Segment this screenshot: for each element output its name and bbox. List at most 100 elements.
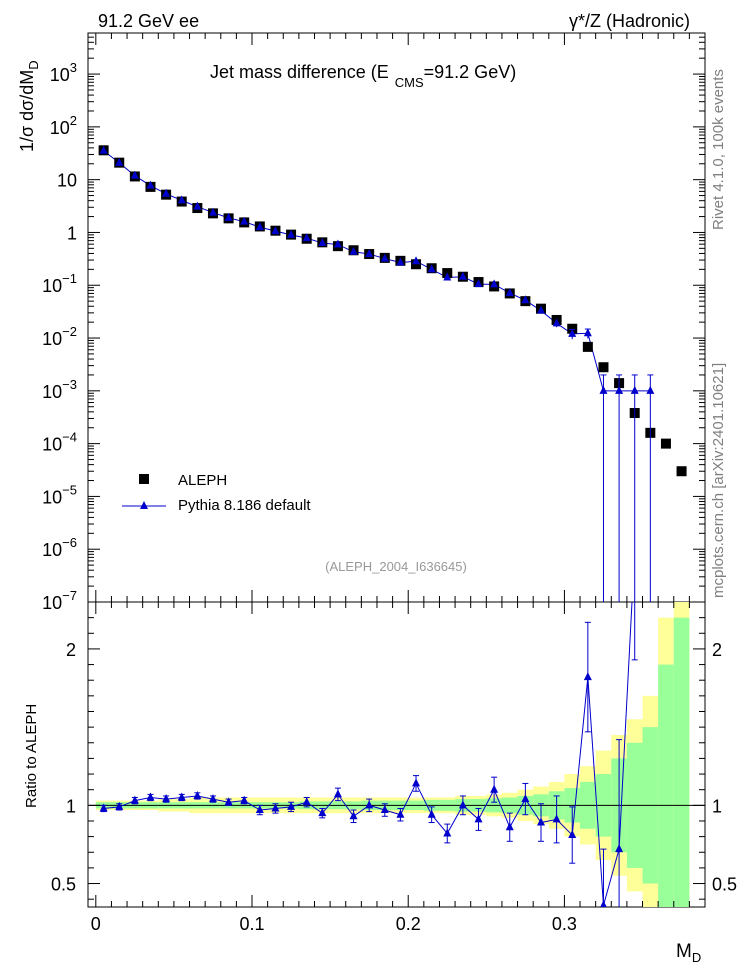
pythia-point [630,385,639,394]
pythia-point [505,288,514,297]
xlabel-sub: D [692,950,701,965]
ratio-point [412,778,421,787]
legend-pythia-label: Pythia 8.186 default [178,497,311,514]
stat-band [673,617,690,907]
upper-y-tick-label: 10−4 [42,430,77,455]
pythia-point [349,246,358,255]
ratio-point [224,797,233,806]
upper-y-tick-mantissa: 10 [42,382,62,402]
upper-ylabel-main: 1/σ dσ/dM [17,70,37,152]
pythia-point [396,257,405,266]
upper-y-tick-exponent: −6 [62,535,77,550]
upper-title-sub: CMS [395,75,424,90]
upper-y-tick-exponent: −5 [62,482,77,497]
upper-y-tick-mantissa: 1 [67,223,77,243]
lower-plot-frame [87,601,706,908]
upper-title-tail: =91.2 GeV) [424,62,517,82]
pythia-point [490,279,499,288]
aleph-point [676,466,687,477]
ratio-point [302,797,311,806]
ratio-point [474,814,483,823]
legend-aleph-label: ALEPH [178,472,227,489]
lower-y-tick-label-left: 2 [66,640,76,660]
ratio-point [583,672,592,681]
ratio-point [349,811,358,820]
legend-pythia-marker [140,501,148,509]
pythia-point [443,272,452,281]
x-tick-label: 0.2 [396,914,421,934]
ratio-point [365,800,374,809]
lower-y-tick-label-right: 1 [712,796,722,816]
legend-aleph-marker [139,474,149,484]
upper-title: Jet mass difference (E CMS=91.2 GeV) [210,62,516,90]
pythia-point [115,157,124,166]
ratio-point [162,794,171,803]
upper-y-tick-label: 103 [50,60,77,85]
xlabel-main: M [676,941,692,962]
upper-y-tick-mantissa: 10 [42,487,62,507]
aleph-point [567,323,578,334]
header-left: 91.2 GeV ee [98,11,199,31]
lower-y-tick-label-left: 1 [66,796,76,816]
stat-band [658,664,674,907]
upper-y-tick-mantissa: 10 [50,65,70,85]
ratio-point [255,805,264,814]
ratio-point [552,814,561,823]
legend: ALEPH Pythia 8.186 default [122,472,311,514]
lower-y-tick-label-left: 0.5 [51,875,76,895]
lower-panel-marks: 0.5 0.5 1 1 2 2 0 0.1 0.2 0.3 [51,602,737,934]
pythia-point [365,249,374,258]
upper-y-tick-label: 10−2 [42,324,77,349]
header-right: γ*/Z (Hadronic) [569,11,690,31]
analysis-id: (ALEPH_2004_I636645) [325,559,467,574]
x-tick-label: 0 [91,914,101,934]
pythia-point [458,271,467,280]
pythia-point [333,239,342,248]
upper-y-tick-mantissa: 10 [50,118,70,138]
upper-y-tick-label: 10−1 [42,271,77,296]
pythia-point [615,385,624,394]
pythia-point [427,264,436,273]
lower-y-tick-label-right: 0.5 [712,875,737,895]
upper-y-tick-mantissa: 10 [42,276,62,296]
pythia-point [646,385,655,394]
x-tick-label: 0.3 [552,914,577,934]
aleph-point [411,259,422,270]
ratio-point [427,809,436,818]
aleph-point [660,438,671,449]
pythia-point [162,188,171,197]
upper-y-tick-label: 10−3 [42,377,77,402]
pythia-point [130,170,139,179]
ratio-series [99,602,638,907]
aleph-point [598,362,609,373]
pythia-point [287,229,296,238]
upper-ylabel: 1/σ dσ/dMD [17,60,41,152]
pythia-point [412,256,421,265]
pythia-point [599,385,608,394]
pythia-point [474,279,483,288]
x-tick-label: 0.1 [239,914,264,934]
pythia-point [193,201,202,210]
upper-y-tick-mantissa: 10 [42,593,62,613]
ratio-point [490,784,499,793]
ratio-point [271,803,280,812]
pythia-point [568,328,577,337]
upper-y-tick-mantissa: 10 [42,435,62,455]
pythia-point [177,195,186,204]
ratio-point [208,794,217,803]
upper-y-tick-label: 10−7 [42,588,77,613]
ratio-point [318,808,327,817]
pythia-point [302,233,311,242]
upper-plot-frame [87,32,706,603]
pythia-point [271,226,280,235]
ratio-point [240,795,249,804]
ratio-point [458,800,467,809]
ratio-point [521,794,530,803]
pythia-point [521,295,530,304]
ratio-point [396,809,405,818]
pythia-line [103,150,651,392]
ratio-point [146,792,155,801]
upper-y-tick-exponent: 3 [70,60,77,75]
pythia-point [380,253,389,262]
